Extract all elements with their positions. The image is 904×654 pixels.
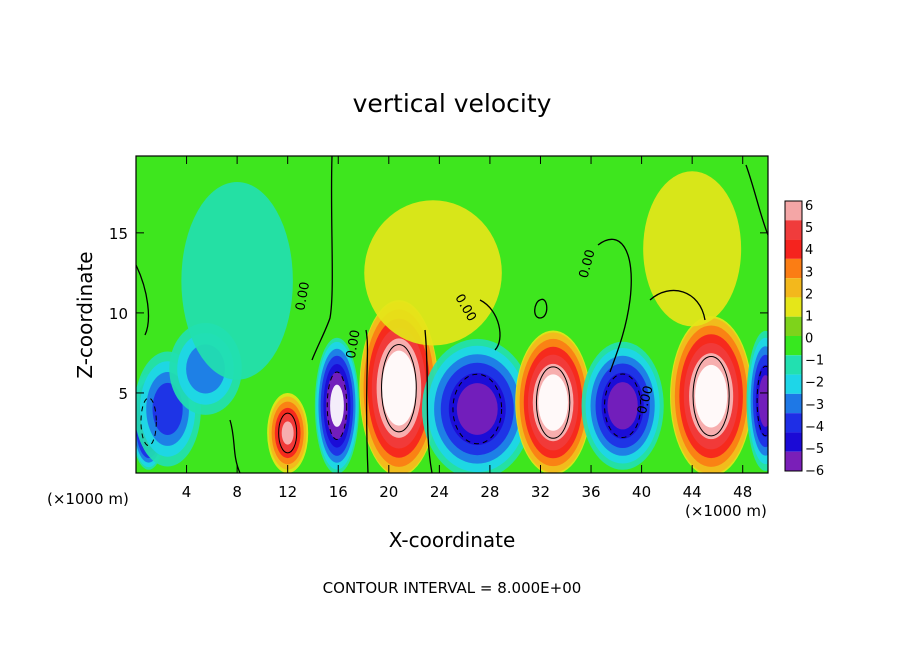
zero-contour-line [424, 329, 433, 473]
downdraft-peak-contour [756, 365, 768, 437]
updraft-cell [364, 200, 502, 346]
x-unit-label-left: (×1000 m) [47, 490, 129, 508]
colorbar-label: −2 [805, 376, 824, 391]
downdraft-cell [456, 383, 498, 435]
updraft-peak-contour [692, 355, 730, 437]
x-tick-label: 12 [278, 483, 297, 501]
contour-label: 0.00 [635, 384, 657, 416]
zero-contour-line [597, 238, 632, 373]
colorbar-label: −4 [805, 420, 824, 435]
updraft-cell [281, 421, 294, 445]
zero-contour-line [649, 289, 706, 321]
x-tick-label: 20 [379, 483, 398, 501]
downdraft-cell [607, 382, 638, 430]
updraft-cell [538, 374, 568, 431]
colorbar-swatch [785, 239, 802, 259]
downdraft-peak-contour [604, 373, 642, 439]
colorbar-swatch [785, 451, 802, 471]
updraft-peak-contour [381, 343, 417, 433]
velocity-cells [136, 171, 768, 473]
chart-title: vertical velocity [353, 89, 552, 118]
colorbar-swatch [785, 336, 802, 356]
colorbar-swatch [785, 278, 802, 298]
zero-contour-line [534, 298, 548, 319]
x-tick-label: 36 [581, 483, 600, 501]
downdraft-cell [330, 384, 344, 427]
y-tick-label: 10 [109, 305, 128, 323]
updraft-peak-contour [278, 412, 298, 454]
x-axis-label: X-coordinate [389, 528, 516, 552]
colorbar-label: −1 [805, 354, 824, 369]
colorbar-swatch [785, 220, 802, 240]
colorbar-label: 0 [805, 332, 813, 347]
colorbar-swatch [785, 374, 802, 394]
downdraft-peak-contour [452, 373, 503, 445]
colorbar-label: 1 [805, 309, 813, 324]
updraft-cell [382, 350, 416, 426]
downdraft-cell [758, 375, 768, 427]
zero-contour-line [136, 264, 150, 336]
downdraft-cell [181, 181, 293, 380]
colorbar-swatch [785, 258, 802, 279]
colorbar-label: −3 [805, 398, 824, 413]
x-axis-ticks: 4 8 12 16 20 24 28 32 36 40 44 48 [182, 156, 752, 501]
colorbar-swatch [785, 432, 802, 452]
colorbar-swatch [785, 393, 802, 414]
downdraft-peak-contour [140, 397, 157, 447]
x-tick-label: 16 [329, 483, 348, 501]
peak-contour-lines [140, 343, 768, 454]
colorbar-label: −6 [805, 464, 824, 479]
zero-contour-lines [136, 156, 768, 473]
updraft-peak-contour [535, 366, 571, 439]
x-tick-label: 48 [733, 483, 752, 501]
downdraft-peak-contour [326, 371, 348, 441]
colorbar-label: −5 [805, 442, 824, 457]
plot-frame [135, 155, 769, 474]
x-tick-label: 28 [480, 483, 499, 501]
colorbar-label: 3 [805, 265, 813, 280]
zero-contour-line [745, 164, 768, 236]
colorbar-frame [784, 200, 803, 472]
zero-contour-line [311, 156, 333, 361]
x-tick-label: 4 [182, 483, 192, 501]
colorbar-swatch [785, 297, 802, 317]
y-tick-label: 5 [118, 385, 128, 403]
y-axis-ticks: 5 10 15 [109, 225, 768, 403]
colorbar-label: 2 [805, 287, 813, 302]
contour-label: 0.00 [293, 281, 313, 312]
x-tick-label: 24 [430, 483, 449, 501]
x-tick-label: 40 [632, 483, 651, 501]
x-tick-label: 8 [232, 483, 242, 501]
colorbar-label: 6 [805, 199, 813, 214]
colorbar-swatch [785, 316, 802, 336]
updraft-cell [643, 171, 742, 327]
updraft-cell [695, 364, 728, 428]
colorbar-swatch [785, 413, 802, 433]
zero-contour-line [229, 419, 241, 473]
y-axis-label: Z-coordinate [73, 251, 97, 378]
plot-area: 0.000.000.000.000.00 [135, 155, 769, 474]
colorbar: 6 5 4 3 2 1 0 −1 −2 −3 −4 −5 −6 [784, 199, 824, 479]
zero-contour-line [479, 299, 501, 351]
y-tick-label: 15 [109, 225, 128, 243]
x-tick-label: 44 [683, 483, 702, 501]
contour-label: 0.00 [577, 248, 599, 280]
zero-contour-line [365, 329, 369, 473]
contour-label: 0.00 [344, 329, 364, 360]
colorbar-swatch [785, 355, 802, 375]
colorbar-label: 5 [805, 221, 813, 236]
colorbar-swatch [785, 201, 802, 221]
downdraft-cell [152, 382, 183, 436]
x-tick-label: 32 [531, 483, 550, 501]
colorbar-label: 4 [805, 243, 813, 258]
contour-interval-note: CONTOUR INTERVAL = 8.000E+00 [323, 579, 582, 597]
x-unit-label-right: (×1000 m) [685, 502, 767, 520]
